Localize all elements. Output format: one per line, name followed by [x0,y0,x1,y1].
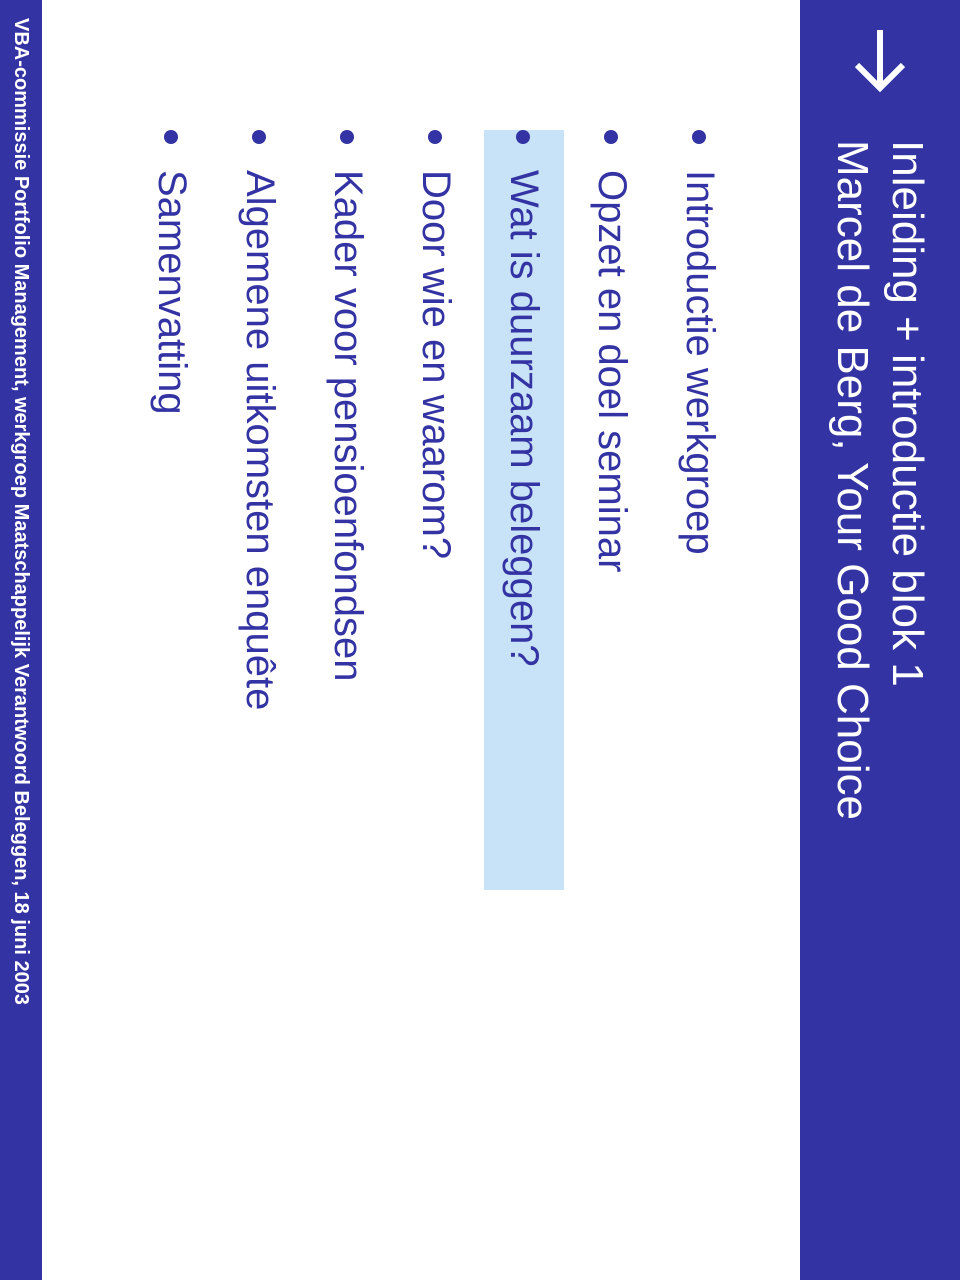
slide-header: Inleiding + introductie blok 1 Marcel de… [800,0,960,1280]
bullet-text: Kader voor pensioenfondsen [326,170,370,681]
bullet-item: Door wie en waarom? [396,130,476,1240]
bullet-item: Opzet en doel seminar [572,130,652,1240]
bullet-text: Wat is duurzaam beleggen? [502,170,546,667]
bullet-item: Algemene uitkomsten enquête [220,130,300,1240]
footer-text: VBA-commissie Portfolio Management, werk… [10,18,33,1005]
bullet-list: Introductie werkgroep Opzet en doel semi… [132,130,740,1240]
slide-footer: VBA-commissie Portfolio Management, werk… [0,0,42,1280]
bullet-item: Kader voor pensioenfondsen [308,130,388,1240]
title-line-1: Inleiding + introductie blok 1 [880,140,935,1280]
bullet-text: Algemene uitkomsten enquête [238,170,282,710]
title-container: Inleiding + introductie blok 1 Marcel de… [800,120,960,1280]
bullet-text: Introductie werkgroep [678,170,722,555]
title-line-2: Marcel de Berg, Your Good Choice [825,140,880,1280]
arrow-right-icon [845,25,915,95]
slide-body: Introductie werkgroep Opzet en doel semi… [84,0,800,1280]
bullet-item: Samenvatting [132,130,212,1240]
bullet-text: Opzet en doel seminar [590,170,634,572]
presentation-slide: Inleiding + introductie blok 1 Marcel de… [0,0,960,1280]
logo-container [800,0,960,120]
bullet-item: Introductie werkgroep [660,130,740,1240]
bullet-text: Samenvatting [150,170,194,415]
bullet-item-highlighted: Wat is duurzaam beleggen? [484,130,564,890]
bullet-text: Door wie en waarom? [414,170,458,559]
